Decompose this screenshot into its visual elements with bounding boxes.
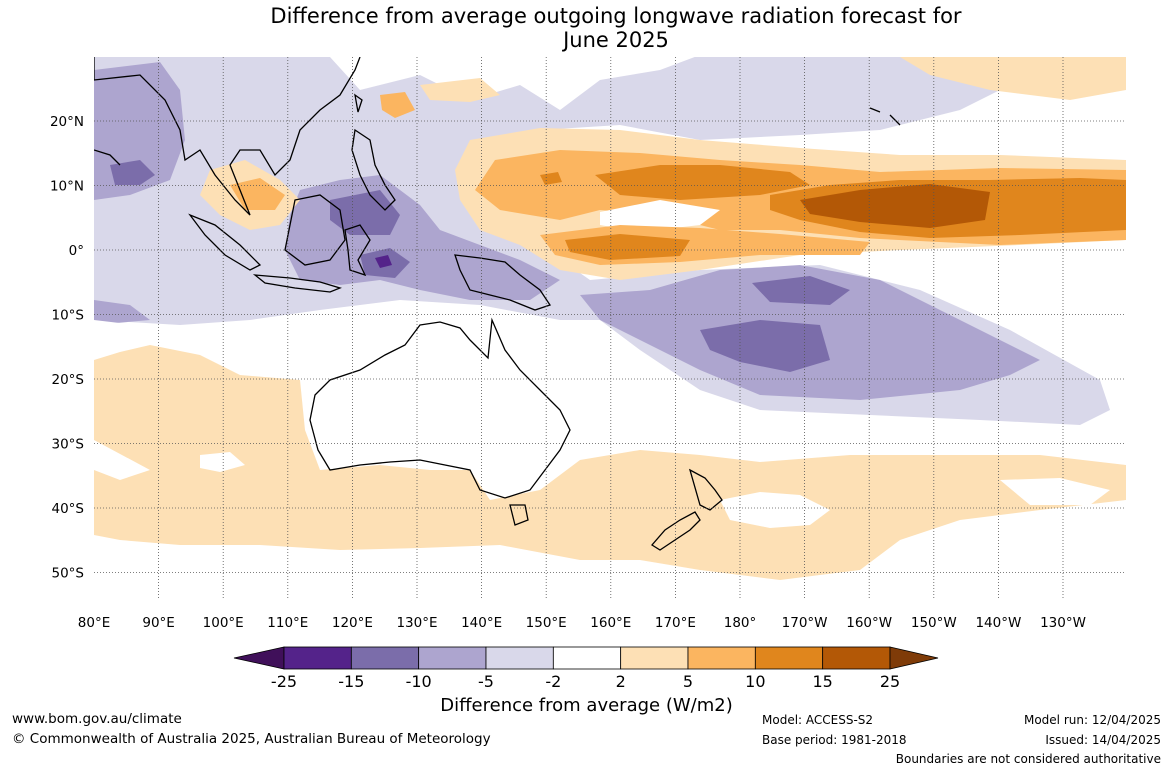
lon-label: 150°E [526,615,567,631]
lat-label: 20°N [50,114,84,130]
tasmania-outline [509,504,529,526]
colorbar-segment [822,646,891,670]
colorbar-segment [687,646,756,670]
negative-anomaly-regions [94,57,1110,425]
lon-label: 150°W [911,615,957,631]
positive-anomaly-regions [94,57,1126,580]
lat-label: 10°S [52,308,85,324]
footer-copyright: © Commonwealth of Australia 2025, Austra… [12,731,491,747]
colorbar-tick-label: -15 [338,672,364,691]
footer-model-run: Model run: 12/04/2025 [1023,713,1161,727]
colorbar-segment [418,646,487,670]
colorbar-tick-label: 5 [683,672,693,691]
lon-label: 130°E [396,615,437,631]
lon-label: 180° [724,615,757,631]
colorbar: -25 -15 -10 -5 -2 2 5 10 15 25 [233,646,939,691]
taiwan-outline [354,93,363,113]
lon-label: 140°E [461,615,502,631]
map-title-line1: Difference from average outgoing longwav… [270,4,962,28]
colorbar-title: Difference from average (W/m2) [440,695,733,716]
colorbar-segment [552,646,622,670]
philippines-outline [351,128,396,211]
southeast-asia-outline [94,57,361,216]
java-outline [252,274,342,293]
footer-base-period: Base period: 1981-2018 [762,733,907,747]
map-title: Difference from average outgoing longwav… [0,4,1173,52]
colorbar-tick-label: -25 [271,672,297,691]
footer-issued: Issued: 14/04/2025 [1045,733,1161,747]
colorbar-tick-label: -2 [545,672,561,691]
colorbar-low-arrow [233,646,285,670]
new-guinea-outline [454,254,552,311]
colorbar-tick-label: 25 [880,672,900,691]
lon-label: 110°E [267,615,308,631]
lon-label: 130°W [1040,615,1086,631]
lon-label: 170°E [655,615,696,631]
australia-outline [309,317,571,499]
lat-label: 50°S [52,566,85,582]
lon-label: 160°W [846,615,892,631]
new-zealand-outline [651,468,723,551]
footer-url[interactable]: www.bom.gov.au/climate [12,711,182,727]
colorbar-high-arrow [889,646,939,670]
hawaii-outline [869,107,901,126]
lon-label: 80°E [78,615,110,631]
lat-label: 20°S [52,372,85,388]
colorbar-segment [350,646,420,670]
colorbar-segment [485,646,554,670]
lon-label: 170°W [782,615,828,631]
footer-model: Model: ACCESS-S2 [762,713,874,727]
india-outline [94,149,121,166]
lon-label: 90°E [142,615,174,631]
lat-label: 40°S [52,501,85,517]
sumatra-outline [188,213,262,271]
lat-label: 30°S [52,437,85,453]
lat-label: 0° [69,243,84,259]
colorbar-tick-label: -10 [406,672,432,691]
lat-label: 10°N [50,179,84,195]
colorbar-segment [283,646,352,670]
colorbar-tick-label: 2 [616,672,626,691]
coastlines [94,57,901,551]
latitude-labels: 20°N 10°N 0° 10°S 20°S 30°S 40°S 50°S [50,114,84,582]
colorbar-tick-label: 15 [812,672,832,691]
colorbar-segment [754,646,824,670]
lon-label: 120°E [332,615,373,631]
graticule [94,57,1126,600]
lon-label: 140°W [975,615,1021,631]
colorbar-tick-label: -5 [478,672,494,691]
colorbar-segment [620,646,689,670]
sulawesi-outline [344,224,371,277]
lon-label: 100°E [203,615,244,631]
longitude-labels: 80°E 90°E 100°E 110°E 120°E 130°E 140°E 150°E 16… [78,615,1086,631]
footer-disclaimer: Boundaries are not considered authoritat… [895,752,1161,766]
borneo-outline [284,194,346,266]
map-title-line2: June 2025 [563,28,669,52]
colorbar-tick-label: 10 [745,672,765,691]
map-plot-area [94,57,1126,600]
lon-label: 160°E [590,615,631,631]
